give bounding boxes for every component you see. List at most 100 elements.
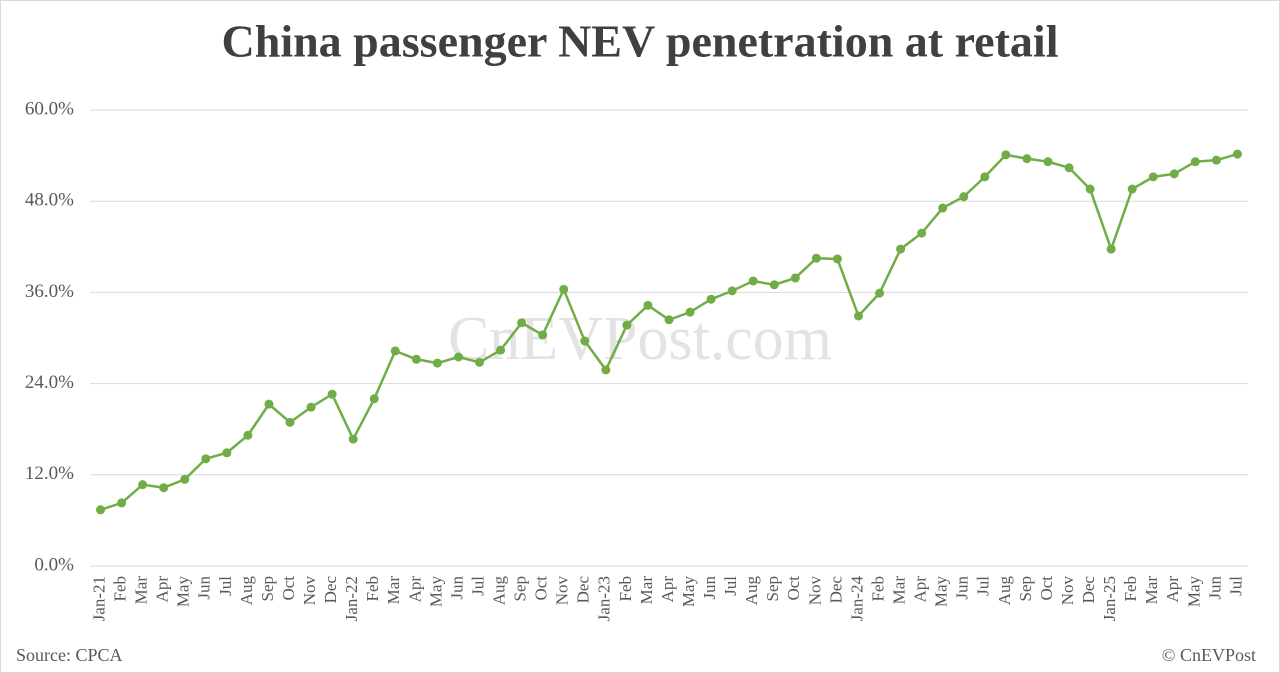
x-tick-label: Jun <box>700 576 719 600</box>
y-tick-label: 12.0% <box>25 463 74 484</box>
x-tick-label: Jan-23 <box>595 576 614 621</box>
x-tick-label: Feb <box>868 576 887 602</box>
point <box>453 352 463 362</box>
point <box>917 228 927 238</box>
x-tick-label: Jun <box>953 576 972 600</box>
point <box>1106 244 1116 254</box>
point <box>664 315 674 325</box>
point <box>622 320 632 330</box>
x-tick-label: May <box>174 576 193 608</box>
x-tick-label: Apr <box>405 576 424 603</box>
x-tick-label: May <box>679 576 698 608</box>
x-tick-label: Jan-24 <box>847 576 866 622</box>
x-tick-label: Dec <box>826 576 845 604</box>
x-tick-label: Jul <box>721 576 740 596</box>
x-tick-label: Feb <box>616 576 635 602</box>
x-tick-label: Aug <box>995 576 1014 606</box>
y-tick-label: 36.0% <box>25 281 74 302</box>
point <box>1064 163 1074 173</box>
x-tick-label: Jan-22 <box>342 576 361 621</box>
x-tick-label: May <box>426 576 445 608</box>
x-tick-label: Mar <box>637 576 656 605</box>
x-tick-label: Apr <box>1163 576 1182 603</box>
point <box>327 389 337 399</box>
x-tick-label: Mar <box>132 576 151 605</box>
point <box>117 498 127 508</box>
point <box>790 273 800 283</box>
point <box>559 284 569 294</box>
point <box>1232 149 1242 159</box>
x-tick-label: Feb <box>1121 576 1140 602</box>
point <box>201 454 211 464</box>
x-tick-label: Jul <box>1226 576 1245 596</box>
point <box>980 172 990 182</box>
x-tick-label: Apr <box>658 576 677 603</box>
point <box>1043 157 1053 167</box>
point <box>1127 184 1137 194</box>
point <box>96 505 106 515</box>
point <box>538 330 548 340</box>
point <box>243 430 253 440</box>
point <box>138 480 148 490</box>
point <box>1211 155 1221 165</box>
x-tick-label: Apr <box>911 576 930 603</box>
x-tick-label: Sep <box>763 576 782 602</box>
point <box>1148 172 1158 182</box>
source: Source: CPCA <box>16 645 123 665</box>
point <box>601 365 611 375</box>
x-tick-label: Mar <box>1142 576 1161 605</box>
point <box>1085 184 1095 194</box>
x-tick-label: Jul <box>216 576 235 596</box>
x-tick-label: Jun <box>447 576 466 600</box>
x-tick-label: Dec <box>321 576 340 604</box>
credit: © CnEVPost <box>1162 645 1256 665</box>
point <box>959 192 969 202</box>
x-tick-label: Aug <box>237 576 256 606</box>
x-tick-label: Feb <box>363 576 382 602</box>
x-tick-label: Feb <box>110 576 129 602</box>
x-tick-label: Jun <box>1205 576 1224 600</box>
point <box>517 318 527 328</box>
x-tick-label: Jan-25 <box>1100 576 1119 621</box>
point <box>748 276 758 286</box>
point <box>832 254 842 264</box>
point <box>285 417 295 427</box>
point <box>1169 169 1179 179</box>
x-tick-label: Oct <box>532 576 551 601</box>
point <box>390 346 400 356</box>
point <box>180 474 190 484</box>
x-tick-label: Jan-21 <box>89 576 108 621</box>
x-tick-label: Nov <box>1058 576 1077 606</box>
x-tick-label: May <box>932 576 951 608</box>
x-tick-label: Mar <box>890 576 909 605</box>
point <box>875 288 885 298</box>
point <box>811 253 821 263</box>
x-tick-label: Nov <box>300 576 319 606</box>
x-tick-label: Mar <box>384 576 403 605</box>
x-tick-label: Oct <box>279 576 298 601</box>
x-tick-label: Dec <box>574 576 593 604</box>
point <box>938 203 948 213</box>
x-tick-label: May <box>1184 576 1203 608</box>
point <box>1022 154 1032 164</box>
x-tick-label: Sep <box>258 576 277 602</box>
point <box>1190 157 1200 167</box>
y-tick-label: 48.0% <box>25 190 74 211</box>
point <box>769 280 779 290</box>
point <box>706 294 716 304</box>
x-tick-label: Jul <box>974 576 993 596</box>
point <box>159 483 169 493</box>
point <box>896 244 906 254</box>
point <box>264 399 274 409</box>
point <box>222 448 232 458</box>
point <box>685 307 695 317</box>
x-tick-label: Aug <box>742 576 761 606</box>
x-tick-label: Apr <box>153 576 172 603</box>
watermark: CnEVPost.com <box>448 305 832 373</box>
point <box>643 300 653 310</box>
point <box>369 394 379 404</box>
chart-title: China passenger NEV penetration at retai… <box>222 16 1059 67</box>
x-tick-label: Sep <box>511 576 530 602</box>
